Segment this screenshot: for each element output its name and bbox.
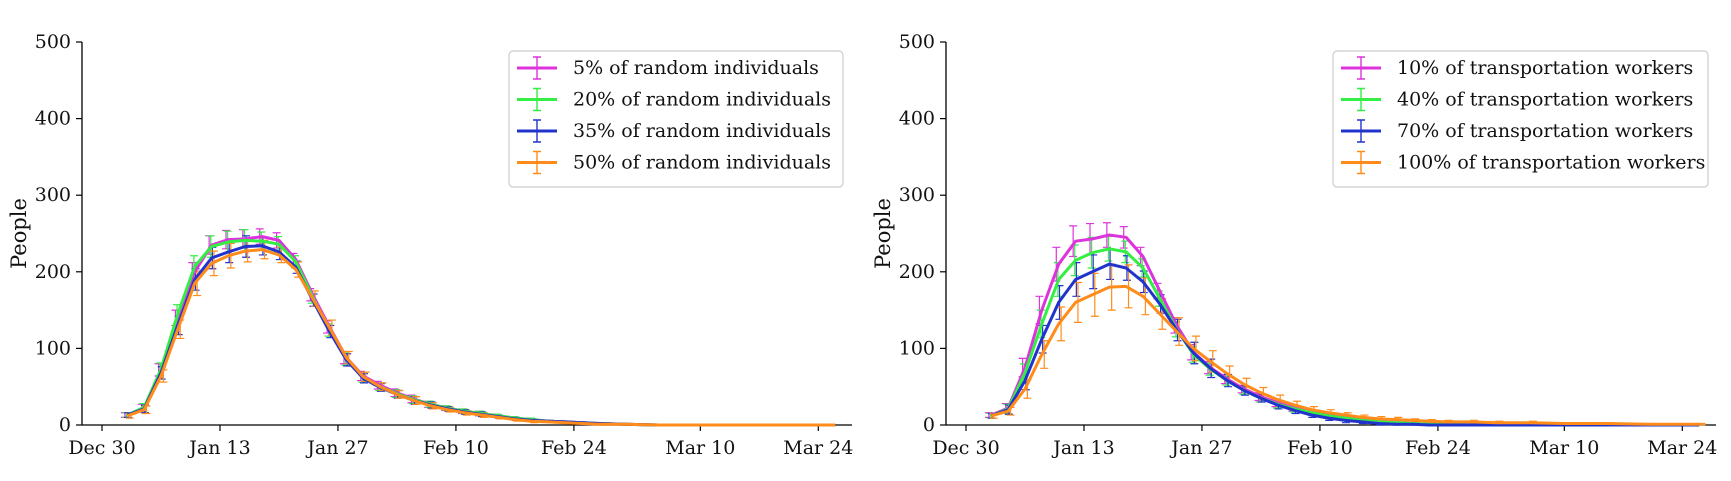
series-line: [126, 248, 836, 427]
x-tick-label: Feb 10: [1287, 437, 1353, 459]
legend-errorbar-icon: [1357, 150, 1365, 175]
legend-label: 40% of transportation workers: [1397, 89, 1693, 111]
legend-label: 20% of random individuals: [573, 89, 831, 111]
legend-item: 70% of transportation workers: [1341, 119, 1693, 143]
x-tick-label: Feb 10: [423, 437, 489, 459]
legend-errorbar-icon: [1357, 119, 1365, 143]
legend-errorbar-icon: [533, 87, 541, 112]
legend-label: 100% of transportation workers: [1397, 152, 1705, 174]
y-tick-label: 300: [35, 184, 71, 206]
legend-errorbar-icon: [533, 56, 541, 80]
series-line: [990, 262, 1700, 427]
series-line: [990, 247, 1700, 427]
legend-errorbar-icon: [533, 150, 541, 175]
y-axis-label: People: [871, 198, 895, 269]
legend-item: 5% of random individuals: [517, 56, 819, 80]
legend-item: 40% of transportation workers: [1341, 87, 1693, 112]
legend-item: 100% of transportation workers: [1341, 150, 1705, 175]
series-line: [126, 235, 836, 427]
y-tick-label: 0: [923, 414, 935, 436]
x-tick-label: Feb 24: [541, 437, 607, 459]
y-tick-label: 400: [35, 108, 71, 130]
x-tick-label: Mar 24: [1647, 437, 1717, 459]
x-tick-label: Jan 27: [1169, 437, 1232, 459]
x-tick-label: Mar 24: [783, 437, 853, 459]
x-tick-label: Mar 10: [665, 437, 735, 459]
series-line: [990, 284, 1700, 426]
legend-item: 20% of random individuals: [517, 87, 831, 112]
y-tick-label: 200: [35, 261, 71, 283]
y-tick-label: 100: [899, 337, 935, 359]
y-tick-label: 100: [35, 337, 71, 359]
error-bar: [1069, 225, 1078, 258]
x-tick-label: Mar 10: [1529, 437, 1599, 459]
y-tick-label: 200: [899, 261, 935, 283]
y-tick-label: 500: [35, 31, 71, 53]
x-tick-label: Feb 24: [1405, 437, 1471, 459]
error-bar: [1057, 306, 1066, 342]
series-line: [990, 233, 1700, 427]
legend-errorbar-icon: [1357, 87, 1365, 112]
y-axis-label: People: [7, 198, 31, 269]
legend-box: [1332, 50, 1709, 188]
legend-errorbar-icon: [533, 119, 541, 143]
y-tick-label: 300: [899, 184, 935, 206]
legend-label: 70% of transportation workers: [1397, 120, 1693, 142]
legend-item: 10% of transportation workers: [1341, 56, 1693, 80]
y-tick-label: 0: [59, 414, 71, 436]
chart-panel-1: 0 100 200 300 400 500 Dec 30 Jan 13 Jan 27 Feb 10…: [7, 31, 853, 459]
legend-label: 50% of random individuals: [573, 152, 831, 174]
x-tick-label: Dec 30: [932, 437, 999, 459]
y-tick-label: 400: [899, 108, 935, 130]
legend-label: 10% of transportation workers: [1397, 57, 1693, 79]
legend-item: 50% of random individuals: [517, 150, 831, 175]
series-line: [126, 244, 836, 427]
y-tick-label: 500: [899, 31, 935, 53]
legend-errorbar-icon: [1357, 56, 1365, 80]
x-tick-label: Jan 27: [305, 437, 368, 459]
x-tick-label: Jan 13: [187, 437, 250, 459]
legend-item: 35% of random individuals: [517, 119, 831, 143]
legend-label: 35% of random individuals: [573, 120, 831, 142]
x-tick-label: Jan 13: [1051, 437, 1114, 459]
x-tick-label: Dec 30: [68, 437, 135, 459]
chart-panel-2: 0 100 200 300 400 500 Dec 30 Jan 13 Jan 27 Feb 10…: [871, 31, 1717, 459]
legend-label: 5% of random individuals: [573, 57, 819, 79]
legend-box: [508, 50, 844, 188]
